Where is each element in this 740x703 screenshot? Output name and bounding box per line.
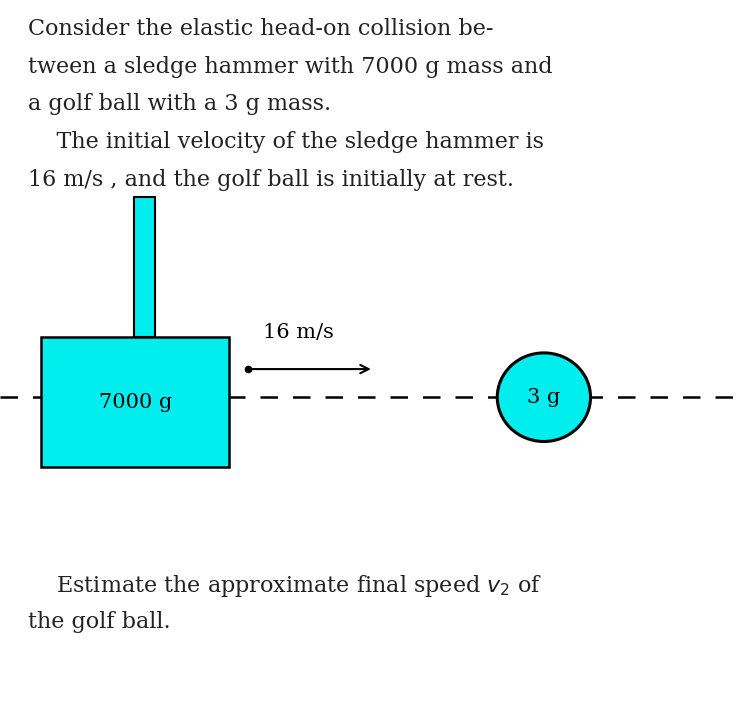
Text: the golf ball.: the golf ball. — [28, 611, 171, 633]
Text: The initial velocity of the sledge hammer is: The initial velocity of the sledge hamme… — [28, 131, 544, 153]
Bar — [134, 197, 155, 337]
Text: Consider the elastic head-on collision be-: Consider the elastic head-on collision b… — [28, 18, 494, 39]
Bar — [41, 337, 229, 467]
Text: 16 m/s , and the golf ball is initially at rest.: 16 m/s , and the golf ball is initially … — [28, 169, 514, 191]
Circle shape — [497, 353, 591, 441]
Text: 7000 g: 7000 g — [99, 393, 172, 412]
Text: Estimate the approximate final speed $v_2$ of: Estimate the approximate final speed $v_… — [28, 573, 542, 599]
Text: a golf ball with a 3 g mass.: a golf ball with a 3 g mass. — [28, 93, 332, 115]
Text: 16 m/s: 16 m/s — [263, 323, 334, 342]
Text: 3 g: 3 g — [528, 387, 560, 407]
Text: tween a sledge hammer with 7000 g mass and: tween a sledge hammer with 7000 g mass a… — [28, 56, 553, 77]
